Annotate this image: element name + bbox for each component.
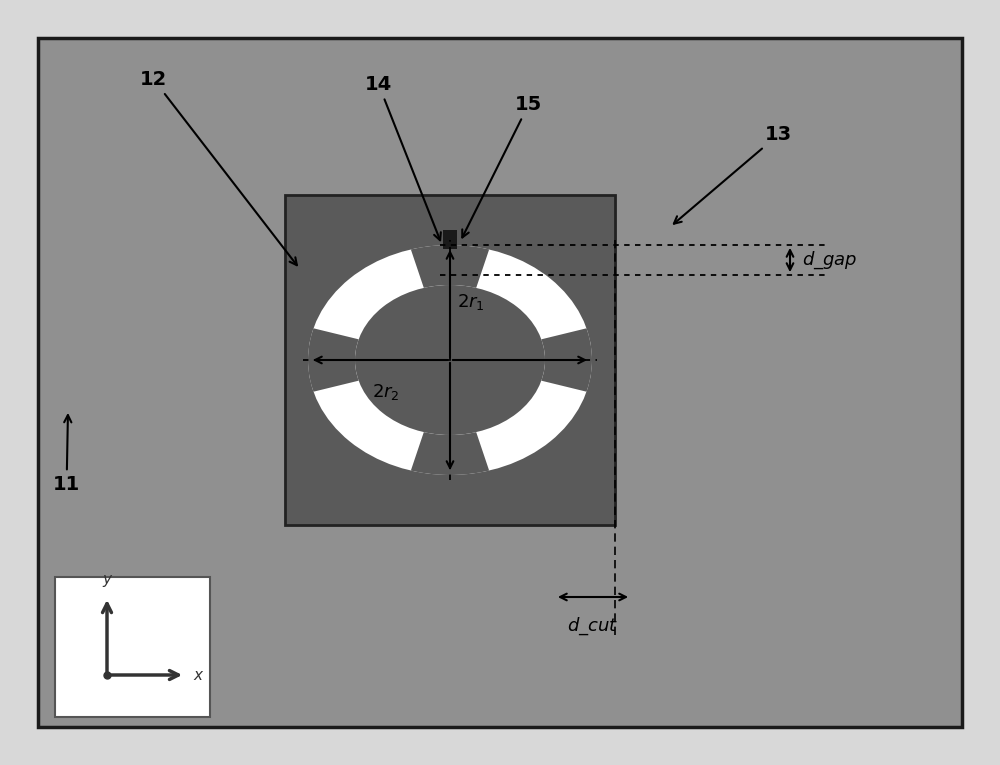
Polygon shape <box>411 245 489 288</box>
Bar <box>285 195 615 525</box>
Text: y: y <box>103 572 112 587</box>
Bar <box>55 577 210 717</box>
Text: 13: 13 <box>674 125 792 223</box>
Bar <box>443 230 457 249</box>
Text: $2r_1$: $2r_1$ <box>457 292 485 312</box>
Text: 12: 12 <box>140 70 297 265</box>
Ellipse shape <box>355 285 545 435</box>
Text: 11: 11 <box>53 415 80 494</box>
Polygon shape <box>308 328 359 392</box>
Text: $d\_gap$: $d\_gap$ <box>802 249 857 271</box>
Text: $d\_cut$: $d\_cut$ <box>567 615 619 636</box>
Text: 15: 15 <box>462 95 542 237</box>
Ellipse shape <box>308 245 592 475</box>
Text: x: x <box>193 668 202 682</box>
Text: $2r_2$: $2r_2$ <box>372 382 400 402</box>
Polygon shape <box>541 328 592 392</box>
Text: 14: 14 <box>365 75 441 240</box>
Polygon shape <box>411 432 489 475</box>
